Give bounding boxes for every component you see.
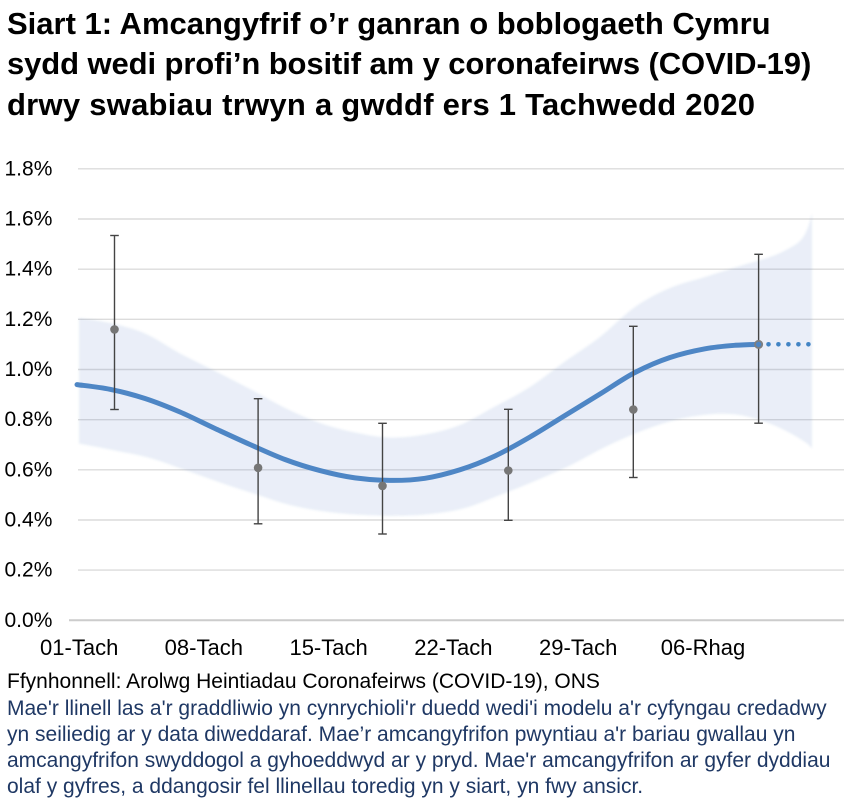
svg-text:1.4%: 1.4% (5, 258, 53, 281)
svg-text:06-Rhag: 06-Rhag (661, 635, 745, 660)
svg-text:1.6%: 1.6% (5, 208, 53, 231)
svg-text:29-Tach: 29-Tach (539, 635, 617, 660)
svg-text:22-Tach: 22-Tach (414, 635, 492, 660)
svg-text:1.0%: 1.0% (5, 358, 53, 381)
svg-text:0.4%: 0.4% (5, 509, 53, 532)
svg-text:15-Tach: 15-Tach (289, 635, 367, 660)
svg-text:1.8%: 1.8% (5, 157, 53, 180)
svg-text:01-Tach: 01-Tach (40, 635, 118, 660)
svg-text:08-Tach: 08-Tach (165, 635, 243, 660)
svg-text:0.8%: 0.8% (5, 408, 53, 431)
svg-text:0.2%: 0.2% (5, 559, 53, 582)
svg-text:1.2%: 1.2% (5, 308, 53, 331)
svg-text:0.6%: 0.6% (5, 458, 53, 481)
svg-text:0.0%: 0.0% (5, 609, 53, 632)
